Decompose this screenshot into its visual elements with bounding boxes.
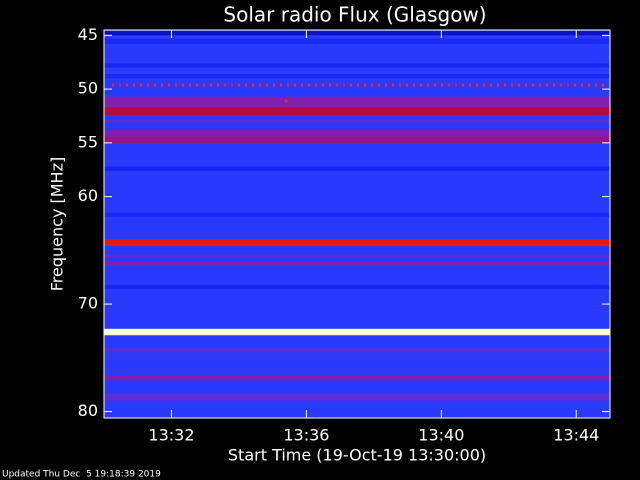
footer: Updated Thu Dec 5 19:18:39 2019 <box>2 470 161 480</box>
frequency-band <box>104 261 610 266</box>
x-tick-label: 13:44 <box>553 426 599 445</box>
y-tick-label: 45 <box>78 25 98 44</box>
frequency-band <box>104 74 610 79</box>
frequency-band <box>104 254 610 258</box>
frequency-band <box>104 63 610 68</box>
y-tick-label: 70 <box>78 294 98 313</box>
frequency-band <box>104 375 610 381</box>
x-tick-label: 13:40 <box>418 426 464 445</box>
plot-frame <box>103 29 611 419</box>
frequency-band <box>104 136 610 143</box>
frequency-band <box>104 166 610 171</box>
frequency-band <box>104 38 610 44</box>
y-tick-label: 55 <box>78 132 98 151</box>
frequency-band <box>104 96 610 108</box>
y-axis-label: Frequency [MHz] <box>48 157 67 291</box>
frequency-band <box>104 284 610 290</box>
x-tick-label: 13:32 <box>148 426 194 445</box>
frequency-band <box>104 328 610 336</box>
y-tick-label: 50 <box>78 79 98 98</box>
frequency-band <box>104 129 610 137</box>
x-tick-label: 13:36 <box>283 426 329 445</box>
y-tick-label: 80 <box>78 401 98 420</box>
frequency-band <box>104 393 610 401</box>
x-axis-label: Start Time (19-Oct-19 13:30:00) <box>228 446 486 465</box>
frequency-band <box>104 107 610 115</box>
frequency-band <box>104 212 610 218</box>
frequency-band <box>104 239 610 247</box>
frequency-band <box>104 348 610 353</box>
spike <box>284 99 288 103</box>
chart-title: Solar radio Flux (Glasgow) <box>223 3 486 27</box>
y-tick-label: 60 <box>78 186 98 205</box>
frequency-band <box>104 31 610 36</box>
frequency-band <box>104 119 610 123</box>
spectrogram-background <box>104 30 610 418</box>
